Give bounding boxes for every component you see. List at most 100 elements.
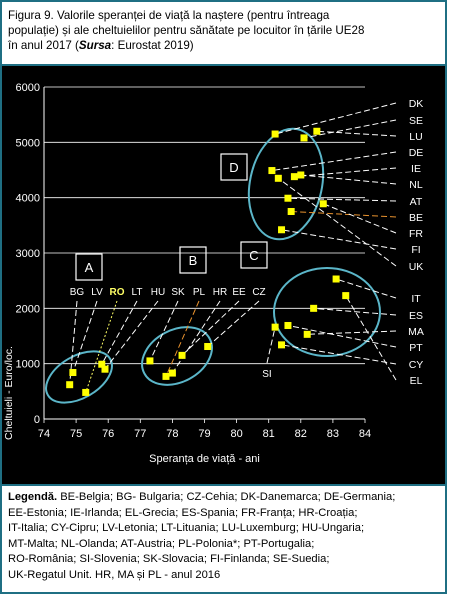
figure-title-box: Figura 9. Valorile speranței de viață la… bbox=[0, 0, 447, 66]
leader-lu bbox=[316, 130, 397, 137]
point-label-fi: FI bbox=[411, 244, 420, 256]
y-tick-label-1000: 1000 bbox=[16, 359, 40, 371]
group-box-b bbox=[179, 246, 207, 274]
leader-ma bbox=[307, 330, 397, 335]
x-tick-label-74: 74 bbox=[38, 428, 50, 440]
group-label-b: B bbox=[189, 253, 198, 268]
leader-ie bbox=[294, 167, 397, 178]
leader-pl bbox=[165, 300, 200, 377]
legend-line-2: EE-Estonia; IE-Irlanda; EL-Grecia; ES-Sp… bbox=[8, 506, 358, 519]
data-point-be bbox=[287, 208, 295, 215]
y-tick-label-6000: 6000 bbox=[16, 82, 40, 94]
y-tick-label-4000: 4000 bbox=[16, 193, 40, 205]
leader-sk bbox=[149, 300, 179, 362]
leader-ee bbox=[181, 300, 240, 356]
point-label-lv: LV bbox=[91, 287, 103, 298]
point-label-hr: HR bbox=[213, 287, 227, 298]
legend-line-6: UK-Regatul Unit. HR, MA și PL - anul 201… bbox=[8, 568, 221, 581]
x-tick-label-83: 83 bbox=[327, 428, 339, 440]
point-label-lu: LU bbox=[409, 131, 422, 143]
point-label-fr: FR bbox=[409, 228, 423, 240]
point-label-ro: RO bbox=[110, 287, 125, 298]
legend-heading: Legendă. bbox=[8, 491, 58, 503]
point-label-dk: DK bbox=[409, 98, 424, 110]
leader-lt bbox=[101, 300, 138, 365]
point-label-uk: UK bbox=[409, 261, 424, 273]
leader-nl bbox=[300, 174, 397, 185]
x-tick-label-75: 75 bbox=[70, 428, 82, 440]
leader-fi bbox=[281, 229, 397, 250]
group-box-d bbox=[220, 153, 248, 181]
leader-lv bbox=[72, 300, 98, 373]
figure-title-line-3-start: în anul 2017 ( bbox=[8, 39, 79, 52]
leader-de bbox=[271, 151, 397, 172]
data-point-lv bbox=[69, 369, 77, 377]
point-label-cz: CZ bbox=[252, 287, 265, 298]
leader-se bbox=[303, 119, 397, 139]
figure-title-line-2: populație) și ale cheltuielilor pentru s… bbox=[8, 24, 365, 37]
leader-uk bbox=[278, 177, 397, 267]
leader-si bbox=[266, 327, 276, 364]
point-label-ma: MA bbox=[408, 326, 424, 338]
data-point-hu bbox=[101, 365, 109, 373]
leader-el bbox=[345, 295, 397, 381]
y-axis-title: Cheltuieli - Euro/loc. bbox=[3, 346, 15, 440]
legend-line-1-text: BE-Belgia; BG- Bulgaria; CZ-Cehia; DK-Da… bbox=[60, 491, 396, 503]
group-box-a bbox=[75, 253, 103, 281]
legend-line-1: Legendă. BE-Belgia; BG- Bulgaria; CZ-Ceh… bbox=[8, 490, 445, 506]
data-point-cz bbox=[204, 343, 212, 351]
x-tick-label-84: 84 bbox=[359, 428, 371, 440]
point-label-pt: PT bbox=[409, 342, 423, 354]
point-label-nl: NL bbox=[409, 179, 423, 191]
x-tick-label-77: 77 bbox=[134, 428, 146, 440]
figure-source-label: Sursa bbox=[78, 39, 112, 52]
data-point-hr bbox=[168, 369, 176, 377]
x-tick-label-79: 79 bbox=[198, 428, 210, 440]
data-point-lt bbox=[98, 360, 106, 368]
point-label-de: DE bbox=[409, 147, 424, 159]
point-label-cy: CY bbox=[409, 359, 424, 371]
cluster-ellipse-c bbox=[273, 267, 381, 357]
data-point-se bbox=[300, 134, 308, 142]
data-point-it bbox=[332, 275, 340, 283]
point-label-el: EL bbox=[410, 375, 423, 387]
cluster-ellipse-a bbox=[45, 350, 113, 404]
data-point-si bbox=[271, 323, 279, 331]
cluster-ellipse-d bbox=[247, 127, 325, 241]
x-tick-label-81: 81 bbox=[263, 428, 275, 440]
data-point-el bbox=[342, 292, 350, 300]
data-point-pt bbox=[284, 321, 292, 329]
data-point-ro bbox=[82, 388, 90, 396]
figure-title-line-1: Figura 9. Valorile speranței de viață la… bbox=[8, 9, 330, 22]
point-label-bg: BG bbox=[70, 287, 85, 298]
data-point-fi bbox=[278, 226, 286, 234]
point-label-lt: LT bbox=[132, 287, 143, 298]
x-tick-label-78: 78 bbox=[166, 428, 178, 440]
leader-bg bbox=[69, 300, 78, 385]
x-tick-label-82: 82 bbox=[295, 428, 307, 440]
data-point-ma bbox=[303, 330, 311, 338]
group-label-d: D bbox=[229, 160, 238, 175]
data-point-lu bbox=[313, 127, 321, 135]
chart-area: 0 1000 2000 3000 4000 5000 6000 74 75 76 77 78 79 80 8… bbox=[0, 66, 447, 484]
point-label-si: SI bbox=[262, 369, 271, 380]
leader-hr bbox=[171, 300, 221, 374]
y-tick-label-2000: 2000 bbox=[16, 303, 40, 315]
x-tick-label-80: 80 bbox=[230, 428, 242, 440]
legend-line-4: MT-Malta; NL-Olanda; AT-Austria; PL-Polo… bbox=[8, 537, 315, 550]
legend-line-5: RO-România; SI-Slovenia; SK-Slovacia; FI… bbox=[8, 553, 330, 566]
data-point-es bbox=[310, 304, 318, 312]
legend-line-3: IT-Italia; CY-Cipru; LV-Letonia; LT-Litu… bbox=[8, 522, 365, 535]
data-point-dk bbox=[271, 130, 279, 138]
y-tick-label-5000: 5000 bbox=[16, 137, 40, 149]
data-point-ee bbox=[178, 351, 186, 359]
x-tick-label-76: 76 bbox=[102, 428, 114, 440]
leader-dk bbox=[274, 102, 397, 135]
scatter-chart: 0 1000 2000 3000 4000 5000 6000 74 75 76 77 78 79 80 8… bbox=[3, 82, 424, 465]
point-label-es: ES bbox=[409, 310, 423, 322]
leader-it bbox=[335, 278, 397, 299]
y-tick-label-0: 0 bbox=[34, 414, 40, 426]
point-label-se: SE bbox=[409, 115, 423, 127]
point-label-be: BE bbox=[409, 212, 423, 224]
data-point-pl bbox=[162, 372, 170, 380]
